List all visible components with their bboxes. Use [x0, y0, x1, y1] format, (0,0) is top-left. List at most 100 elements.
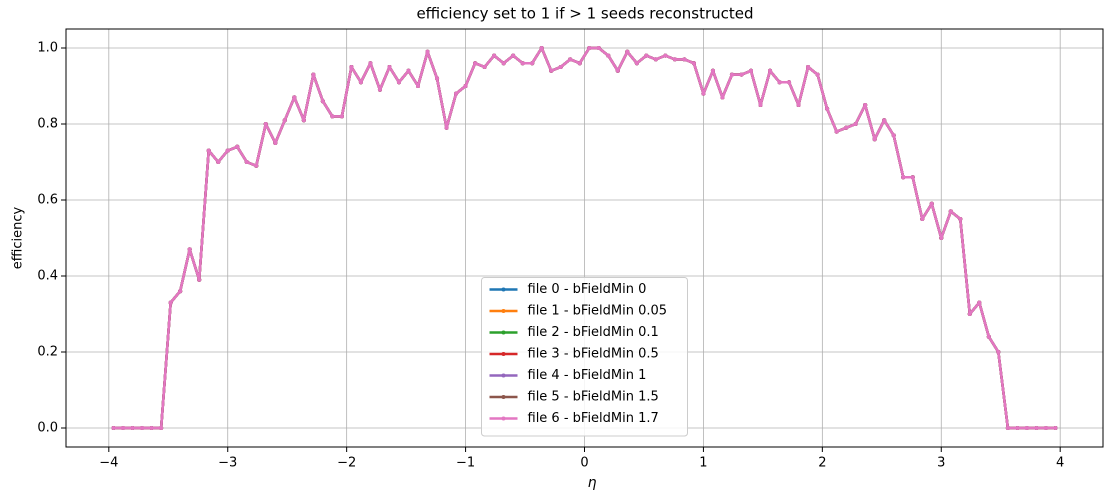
- point: [406, 68, 411, 73]
- point: [796, 103, 801, 107]
- point: [729, 72, 734, 77]
- legend-marker: [501, 395, 506, 399]
- x-tick-label: 3: [937, 456, 945, 471]
- point: [977, 300, 982, 305]
- point: [720, 95, 725, 100]
- point: [787, 80, 792, 85]
- point: [530, 61, 535, 66]
- point: [834, 129, 839, 134]
- point: [282, 118, 287, 123]
- legend-marker: [501, 287, 506, 292]
- point: [473, 61, 478, 66]
- point: [1034, 426, 1039, 430]
- point: [396, 80, 401, 85]
- legend-label: file 0 - bFieldMin 0: [528, 282, 647, 297]
- point: [863, 103, 868, 107]
- point: [710, 68, 715, 73]
- point: [168, 300, 173, 305]
- point: [159, 426, 164, 430]
- chart-title: efficiency set to 1 if > 1 seeds reconst…: [416, 5, 753, 23]
- legend-marker: [501, 309, 506, 313]
- legend-marker: [501, 352, 506, 356]
- point: [634, 61, 639, 66]
- x-tick-label: 1: [699, 456, 707, 471]
- point: [920, 217, 925, 221]
- point: [463, 84, 468, 88]
- point: [739, 72, 744, 77]
- point: [644, 53, 649, 58]
- point: [606, 53, 611, 58]
- legend-label: file 6 - bFieldMin 1.7: [528, 411, 659, 426]
- point: [853, 122, 858, 126]
- point: [501, 61, 506, 66]
- x-tick-label: −3: [218, 456, 237, 471]
- point: [206, 148, 211, 153]
- point: [330, 114, 335, 119]
- point: [701, 91, 706, 96]
- point: [320, 99, 325, 104]
- point: [587, 46, 592, 50]
- y-tick-label: 0.6: [37, 193, 58, 208]
- x-tick-label: 2: [818, 456, 826, 471]
- point: [872, 137, 877, 142]
- point: [511, 53, 516, 58]
- point: [425, 49, 430, 54]
- point: [806, 65, 811, 69]
- point: [901, 175, 906, 180]
- point: [815, 72, 820, 77]
- point: [758, 103, 763, 107]
- point: [273, 141, 278, 145]
- point: [339, 114, 344, 119]
- point: [948, 209, 953, 214]
- point: [1015, 426, 1020, 430]
- legend-label: file 5 - bFieldMin 1.5: [528, 390, 659, 405]
- legend-label: file 1 - bFieldMin 0.05: [528, 304, 668, 319]
- y-tick-label: 0.0: [37, 421, 58, 436]
- legend-marker: [501, 373, 506, 378]
- point: [444, 125, 449, 130]
- legend-label: file 2 - bFieldMin 0.1: [528, 325, 659, 340]
- point: [653, 57, 658, 62]
- point: [178, 289, 183, 294]
- point: [482, 65, 487, 69]
- y-axis-label: efficiency: [11, 206, 26, 269]
- point: [777, 80, 782, 85]
- point: [435, 76, 440, 81]
- point: [311, 72, 316, 77]
- point: [358, 80, 363, 85]
- y-tick-label: 0.8: [37, 117, 58, 132]
- point: [387, 65, 392, 69]
- point: [539, 46, 544, 50]
- point: [682, 57, 687, 62]
- point: [958, 217, 963, 221]
- point: [292, 95, 297, 100]
- point: [939, 236, 944, 240]
- x-tick-label: 0: [580, 456, 588, 471]
- point: [140, 426, 145, 430]
- plot-frame: [65, 28, 1104, 448]
- point: [768, 68, 773, 73]
- point: [558, 65, 563, 69]
- point: [1024, 426, 1029, 430]
- point: [910, 175, 915, 180]
- legend-box: [481, 277, 688, 437]
- point: [349, 65, 354, 69]
- point: [130, 426, 135, 430]
- point: [187, 247, 192, 252]
- point: [235, 144, 240, 149]
- point: [577, 61, 582, 66]
- point: [520, 61, 525, 66]
- legend-marker: [501, 330, 506, 335]
- point: [596, 46, 601, 50]
- point: [244, 160, 249, 164]
- point: [492, 53, 497, 58]
- point: [368, 61, 373, 66]
- point: [844, 125, 849, 130]
- point: [197, 277, 202, 282]
- y-tick-label: 1.0: [37, 41, 58, 56]
- point: [549, 68, 554, 73]
- point: [111, 426, 116, 430]
- point: [263, 122, 268, 126]
- point: [882, 118, 887, 123]
